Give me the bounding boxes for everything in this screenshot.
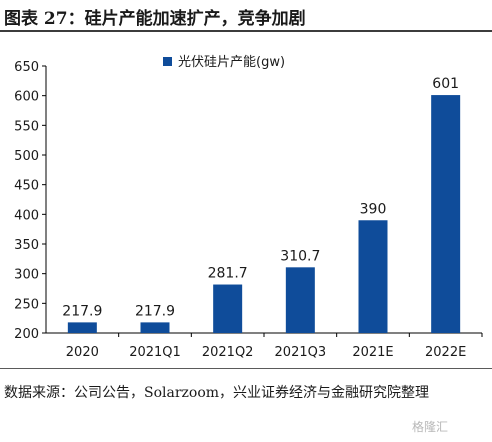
source-note: 数据来源：公司公告，Solarzoom，兴业证券经济与金融研究院整理 — [4, 385, 430, 401]
x-tick-label: 2021Q3 — [275, 345, 327, 360]
watermark: 格隆汇 — [412, 420, 449, 434]
data-label-2022E: 601 — [432, 76, 459, 92]
y-tick-label: 500 — [14, 149, 39, 164]
x-tick-label: 2021Q1 — [129, 345, 181, 360]
data-label-2021Q2: 281.7 — [208, 266, 248, 282]
y-axis: 200 250 300 350 400 450 500 550 600 650 — [14, 60, 47, 342]
bar-2021Q2 — [213, 284, 243, 333]
y-tick-label: 400 — [14, 208, 39, 223]
x-axis: 2020 2021Q1 2021Q2 2021Q3 2021E 2022E — [46, 332, 483, 360]
bar-2021Q1 — [140, 322, 170, 333]
data-labels: 217.9 217.9 281.7 310.7 390 601 — [62, 76, 459, 319]
x-tick-label: 2021E — [352, 345, 393, 360]
bar-2022E — [431, 95, 461, 333]
data-label-2021E: 390 — [360, 201, 387, 217]
bar-series — [67, 95, 461, 333]
y-tick-label: 450 — [14, 179, 39, 194]
x-tick-label: 2022E — [425, 345, 466, 360]
y-tick-label: 600 — [14, 90, 39, 105]
footer-rule — [0, 368, 492, 369]
data-label-2021Q3: 310.7 — [280, 248, 320, 264]
x-tick-label: 2020 — [66, 345, 99, 360]
title-rule — [0, 30, 492, 32]
bar-2021E — [358, 220, 388, 333]
y-tick-label: 250 — [14, 297, 39, 312]
y-tick-label: 200 — [14, 327, 39, 342]
x-tick-label: 2021Q2 — [202, 345, 254, 360]
bar-2021Q3 — [285, 267, 315, 333]
legend: 光伏硅片产能(gw) — [163, 55, 285, 70]
data-label-2020: 217.9 — [62, 303, 102, 319]
bar-chart: 光伏硅片产能(gw) 200 250 300 350 400 450 500 550 600 65… — [14, 55, 483, 360]
figure-title: 图表 27：硅片产能加速扩产，竞争加剧 — [4, 9, 306, 29]
data-label-2021Q1: 217.9 — [135, 303, 175, 319]
legend-swatch — [163, 57, 172, 66]
y-tick-label: 650 — [14, 60, 39, 75]
y-tick-label: 300 — [14, 268, 39, 283]
bar-2020 — [67, 322, 97, 333]
legend-label: 光伏硅片产能(gw) — [178, 55, 285, 70]
y-tick-label: 350 — [14, 238, 39, 253]
y-tick-label: 550 — [14, 119, 39, 134]
